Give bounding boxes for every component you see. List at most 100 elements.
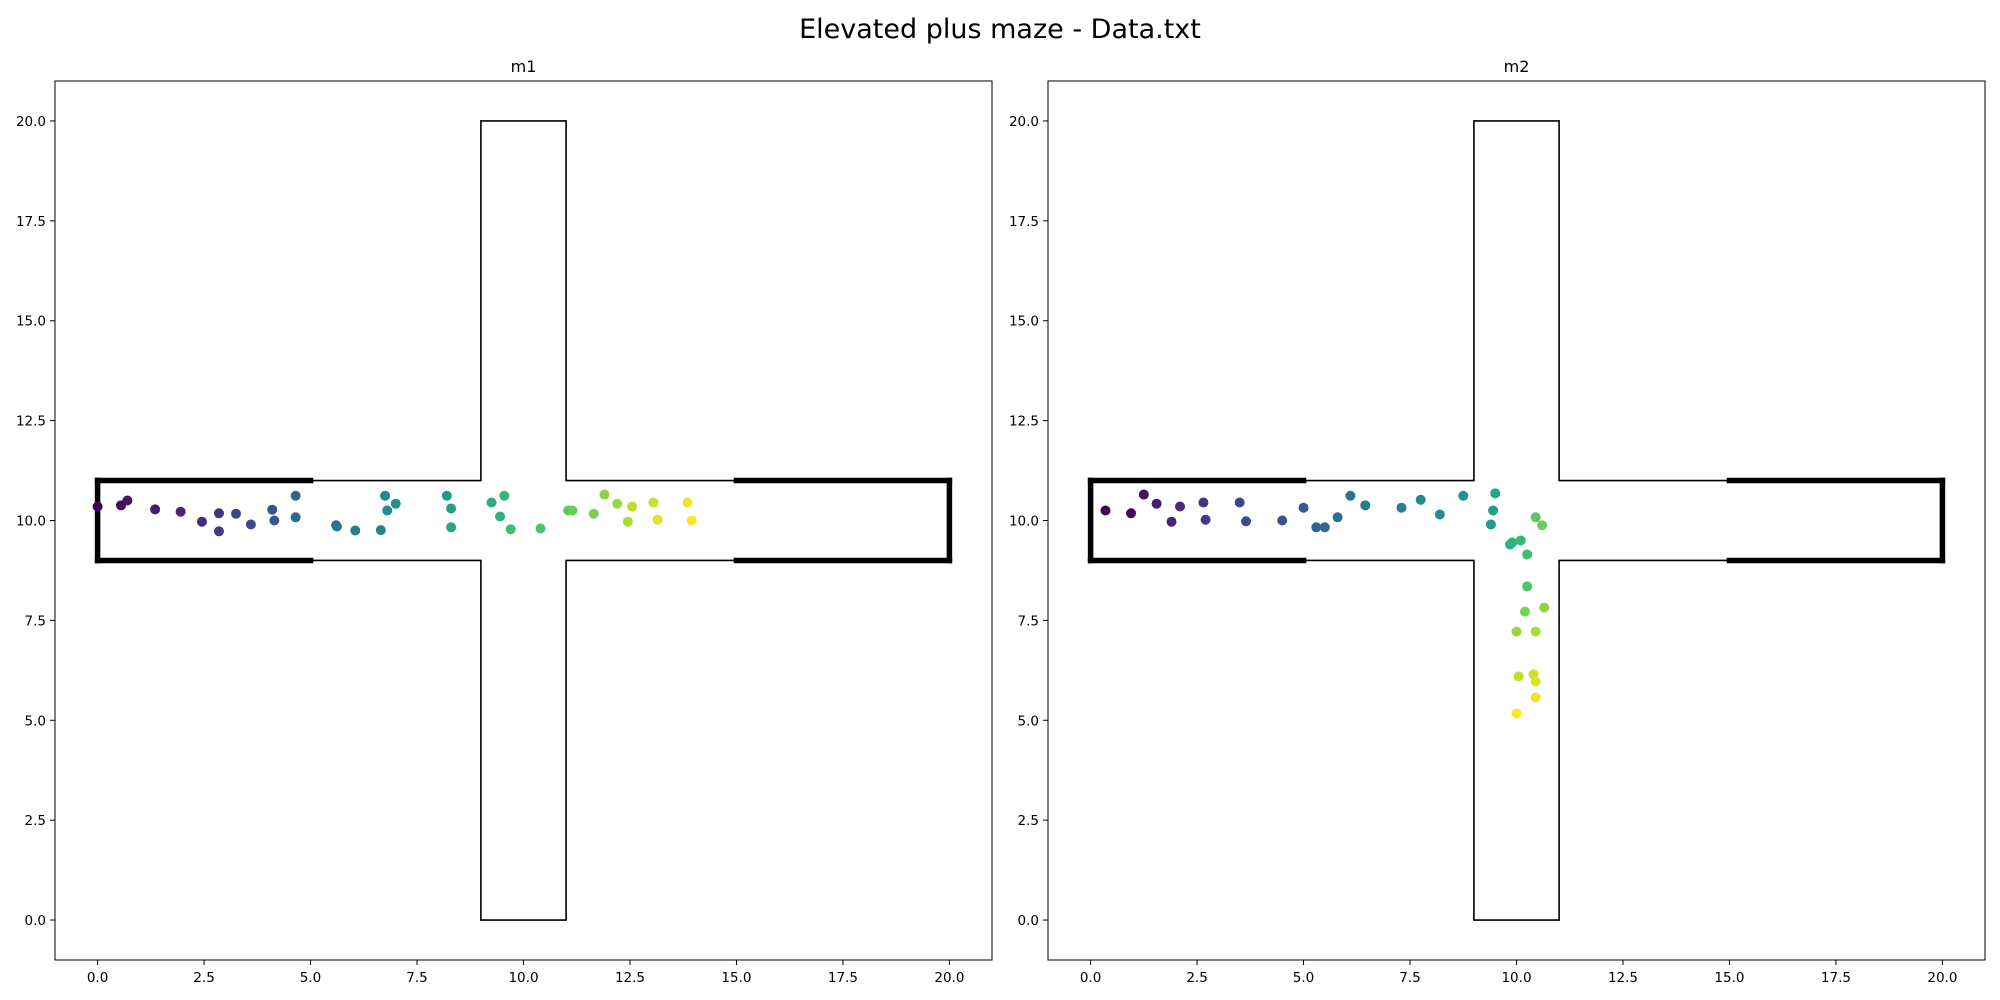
trajectory-point [1200,514,1211,525]
x-tick-label: 0.0 [1080,970,1101,986]
trajectory-point [196,516,207,527]
y-tick-label: 10.0 [16,514,46,530]
trajectory-point [1166,516,1177,527]
trajectory-point [122,495,133,506]
y-tick-label: 20.0 [16,114,46,130]
trajectory-point [150,504,161,515]
trajectory-point [1100,505,1111,516]
x-tick-label: 17.5 [1821,970,1851,986]
trajectory-point [290,512,301,523]
y-tick-label: 5.0 [25,713,46,729]
trajectory-point [1539,602,1550,613]
trajectory-point [1530,512,1541,523]
trajectory-point [1530,692,1541,703]
panel-title-m1: m1 [511,57,537,76]
y-tick-label: 17.5 [16,214,46,230]
y-tick-label: 20.0 [1009,114,1039,130]
trajectory-point [290,490,301,501]
trajectory-point [350,525,361,536]
trajectory-point [1332,512,1343,523]
y-tick-label: 10.0 [1009,514,1039,530]
trajectory-point [627,501,638,512]
trajectory-point [682,497,693,508]
x-tick-label: 2.5 [1186,970,1207,986]
axes-frame [54,80,993,961]
panel-m2: m2 0.0 2.5 5.0 7.5 10.0 12.5 15.0 17.5 20.0 0.0 2.… [1009,57,1986,986]
trajectory-point [441,490,452,501]
x-tick-label: 15.0 [721,970,751,986]
trajectory-point [1138,489,1149,500]
trajectory-point [1277,515,1288,526]
maze-outline [1089,120,1944,921]
trajectory-point [1175,501,1186,512]
trajectory-point [599,489,610,500]
trajectory-point [382,505,393,516]
maze-outline [96,120,951,921]
trajectory-point [269,515,280,526]
figure-title: Elevated plus maze - Data.txt [799,14,1201,45]
x-tick-label: 5.0 [1293,970,1314,986]
trajectory-point [380,490,391,501]
y-tick-label: 17.5 [1009,214,1039,230]
trajectory-point [1198,497,1209,508]
trajectory-point [1490,488,1501,499]
trajectory-point [1434,509,1445,520]
trajectory-point [1511,708,1522,719]
trajectory-point [267,504,278,515]
trajectory-point [375,525,386,536]
x-tick-label: 7.5 [406,970,427,986]
trajectory-point [535,523,546,534]
trajectory-point [1507,537,1518,548]
x-tick-label: 12.5 [615,970,645,986]
y-tick-label: 12.5 [1009,414,1039,430]
trajectory-point [1515,535,1526,546]
y-tick-label: 15.0 [16,314,46,330]
y-tick-label: 12.5 [16,414,46,430]
x-tick-label: 12.5 [1608,970,1638,986]
trajectory-point [1396,502,1407,513]
y-tick-label: 0.0 [25,913,46,929]
trajectory-point [495,511,506,522]
trajectory-point [175,506,186,517]
trajectory-point [1522,549,1533,560]
x-tick-label: 0.0 [87,970,108,986]
trajectory-point [1522,581,1533,592]
x-tick-label: 20.0 [1927,970,1957,986]
trajectory-point [446,522,457,533]
x-tick-label: 10.0 [508,970,538,986]
trajectory-point [1488,505,1499,516]
y-tick-label: 15.0 [1009,314,1039,330]
y-tick-label: 7.5 [1018,613,1039,629]
trajectory-point [612,498,623,509]
trajectory-point [486,497,497,508]
trajectory-point [1319,522,1330,533]
x-tick-label: 7.5 [1399,970,1420,986]
trajectory-point [231,508,242,519]
y-tick-label: 7.5 [25,613,46,629]
trajectory-point [92,501,103,512]
x-tick-label: 2.5 [193,970,214,986]
y-tick-label: 5.0 [1018,713,1039,729]
trajectory-point [213,526,224,537]
trajectory-point [1298,502,1309,513]
trajectory-point [331,521,342,532]
panel-m1: m1 0.0 2.5 5.0 7.5 10.0 12.5 15.0 17.5 20.0 0.0 2.… [16,57,993,986]
trajectory-point [1530,676,1541,687]
x-tick-label: 5.0 [300,970,321,986]
trajectory-point [686,515,697,526]
trajectory-point [567,505,578,516]
trajectory-point [1345,490,1356,501]
x-tick-label: 20.0 [934,970,964,986]
y-tick-label: 0.0 [1018,913,1039,929]
trajectory-point [648,497,659,508]
y-tick-label: 2.5 [1018,813,1039,829]
y-tick-label: 2.5 [25,813,46,829]
trajectory-point [1311,522,1322,533]
trajectory-point [1511,626,1522,637]
x-tick-label: 15.0 [1714,970,1744,986]
x-tick-label: 10.0 [1501,970,1531,986]
trajectory-point [1234,497,1245,508]
trajectory-point [652,514,663,525]
x-tick-label: 17.5 [828,970,858,986]
